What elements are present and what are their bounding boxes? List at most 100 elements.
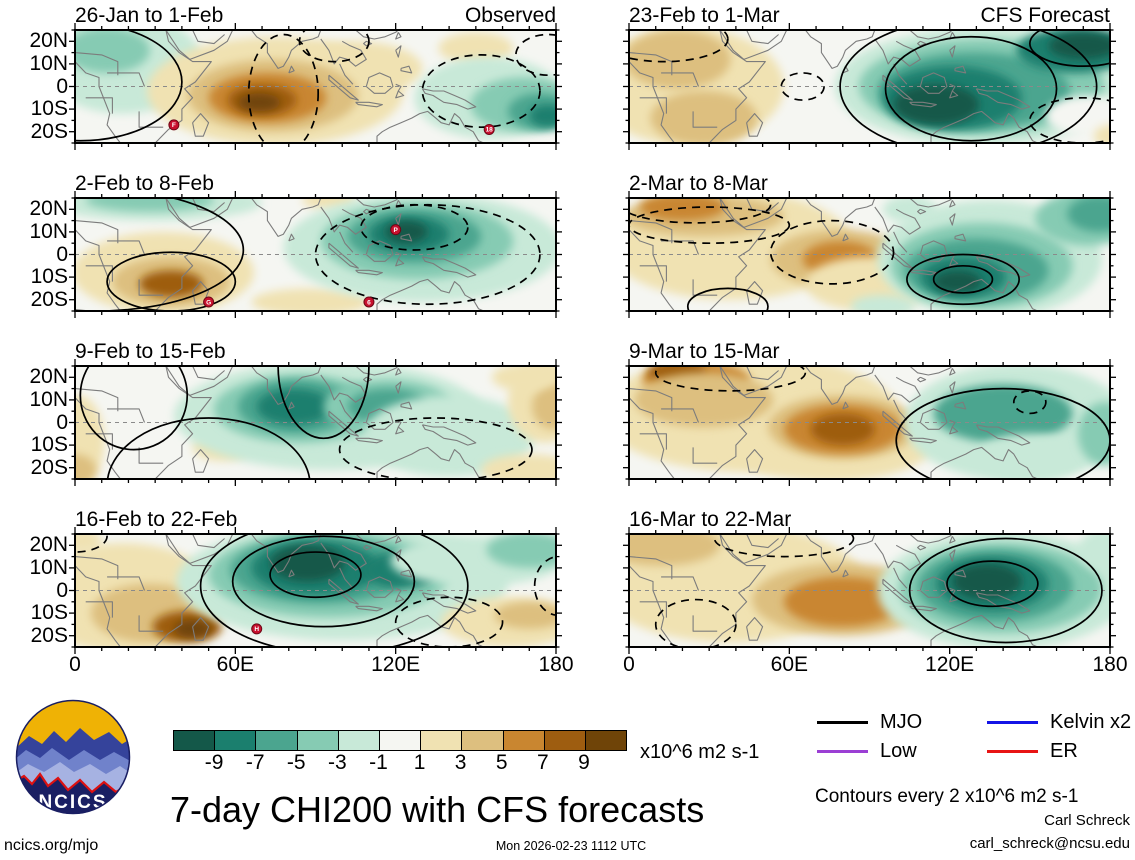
axis-ticks [69, 359, 562, 486]
colorbar-tick-label: -1 [369, 751, 388, 774]
anomaly-blob [75, 30, 150, 73]
contour-line [1012, 390, 1047, 415]
contour-line [686, 287, 769, 311]
svg-text:F: F [172, 122, 176, 129]
anomaly-blob [139, 270, 204, 298]
lon-axis-label: 60E [216, 653, 255, 676]
anomaly-blob [976, 433, 1084, 479]
axis-ticks [623, 359, 1116, 486]
lat-axis-label: 10N [29, 387, 68, 411]
coastlines [75, 198, 485, 311]
contour-interval-note: Contours every 2 x10^6 m2 s-1 [815, 786, 1079, 807]
map-panel [623, 23, 1116, 150]
axis-ticks [69, 527, 562, 654]
map-panel: G P 6 [69, 191, 562, 318]
contour-line [932, 264, 994, 294]
lon-axis-label: 0 [623, 653, 635, 676]
contour-line [298, 30, 370, 63]
panel-title: 16-Feb to 22-Feb [75, 508, 238, 531]
colorbar-units-label: x10^6 m2 s-1 [640, 741, 760, 763]
lat-axis-label: 0 [56, 242, 68, 266]
panel-title: 9-Feb to 15-Feb [75, 340, 226, 363]
lat-axis-label: 20N [29, 533, 68, 557]
contour-line [231, 535, 416, 628]
svg-text:6: 6 [367, 299, 371, 306]
coastlines [629, 30, 1039, 143]
contour-line [946, 560, 1039, 608]
lat-axis-label: 20N [29, 365, 68, 389]
colorbar-tick-label: 1 [413, 751, 426, 774]
credit-name: Carl Schreck [1044, 812, 1130, 829]
contour-line [895, 387, 1110, 479]
lat-axis-label: 0 [56, 578, 68, 602]
legend-label: ER [1050, 739, 1078, 762]
contour-line [1028, 30, 1110, 68]
svg-text:H: H [254, 626, 259, 633]
contour-line [277, 366, 370, 440]
lat-axis-label: 10S [30, 97, 68, 121]
colorbar-tick-label: -3 [328, 751, 347, 774]
map-panel: F 18 [69, 23, 562, 150]
anomaly-blob [933, 384, 1073, 443]
contour-line [1028, 96, 1110, 143]
coastlines [75, 366, 485, 479]
credit-email: carl_schreck@ncsu.edu [969, 835, 1130, 852]
axis-ticks [69, 191, 562, 318]
contour-line [839, 30, 1098, 143]
anomaly-blob [486, 534, 556, 568]
contour-line [780, 72, 825, 101]
lat-axis-label: 20S [30, 455, 68, 479]
colorbar-tick-label: 3 [454, 751, 467, 774]
lat-axis-label: 20N [29, 29, 68, 53]
anomaly-blob [629, 534, 720, 566]
colorbar-tick-label: -7 [245, 751, 265, 774]
colorbar-segment [585, 731, 627, 750]
anomaly-blob [1077, 402, 1110, 466]
lat-axis-label: 20S [30, 287, 68, 311]
colorbar-segment [503, 731, 545, 750]
logo-text: NCICS [38, 792, 107, 813]
anomaly-blob [1067, 198, 1110, 232]
coastlines [629, 534, 1039, 647]
contour-line [769, 219, 895, 285]
map-panel [69, 359, 562, 486]
legend-line-swatch [987, 720, 1038, 724]
anomaly-blob [75, 534, 102, 553]
anomaly-blob [810, 413, 875, 446]
svg-text:18: 18 [486, 127, 494, 134]
legend-line-swatch [817, 749, 868, 753]
lon-axis-label: 180 [538, 653, 574, 676]
axis-ticks [623, 191, 1116, 318]
panel-title: 16-Mar to 22-Mar [629, 508, 792, 531]
axis-ticks [623, 23, 1116, 150]
colorbar-segment [174, 731, 216, 750]
lon-axis-label: 120E [925, 653, 975, 676]
contour-line [269, 551, 362, 599]
timestamp: Mon 2026-02-23 1112 UTC [495, 839, 647, 853]
contour-line [75, 198, 245, 311]
anomaly-blob [270, 545, 345, 582]
panel-corner-tag: Observed [464, 4, 556, 27]
colorbar-tick-label: -9 [204, 751, 224, 774]
lat-axis-label: 20S [30, 119, 68, 143]
figure-title: 7-day CHI200 with CFS forecasts [170, 789, 705, 830]
panel-title: 9-Mar to 15-Mar [629, 340, 780, 363]
colorbar-tick-label: -5 [286, 751, 306, 774]
cyclone-icon: G [203, 296, 215, 308]
cyclone-icon: H [251, 623, 263, 635]
panel-title: 2-Feb to 8-Feb [75, 172, 214, 195]
lon-axis-label: 120E [371, 653, 421, 676]
anomaly-blob [933, 270, 982, 293]
anomaly-blob [1048, 32, 1110, 60]
legend-line-swatch [817, 720, 868, 724]
contour-line [75, 30, 183, 142]
legend-entry: Kelvin x2 [987, 710, 1131, 734]
legend-label: Low [880, 739, 917, 762]
lat-axis-label: 10S [30, 433, 68, 457]
axis-ticks [69, 23, 562, 150]
anomaly-blob [1045, 95, 1110, 137]
lat-axis-label: 10N [29, 555, 68, 579]
anomaly-blob [850, 295, 915, 311]
colorbar-segment [544, 731, 586, 750]
